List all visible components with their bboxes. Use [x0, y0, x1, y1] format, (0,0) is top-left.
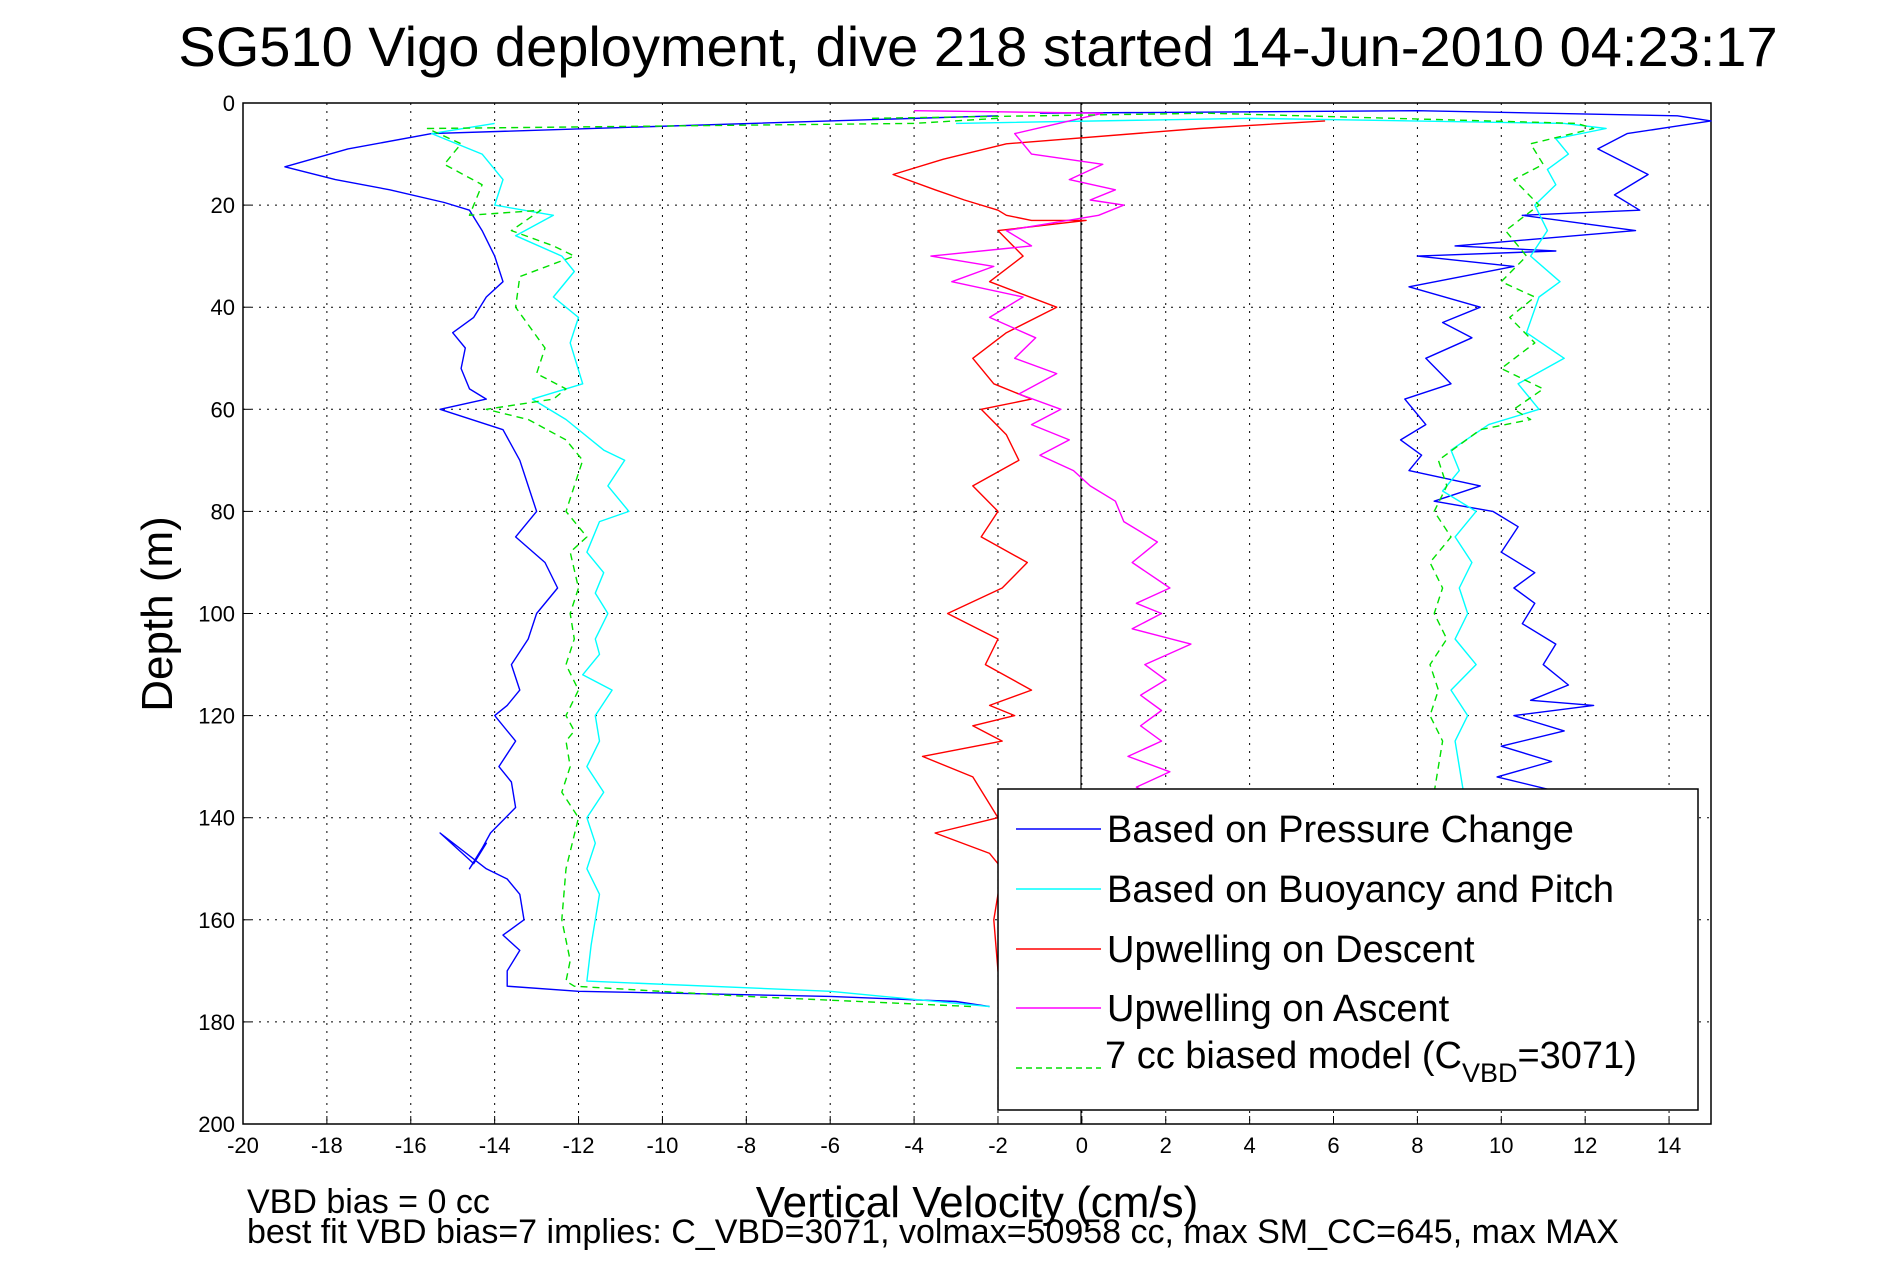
series-line-6 — [426, 117, 999, 1008]
x-tick-label: 10 — [1489, 1133, 1513, 1158]
x-tick-label: -6 — [820, 1133, 840, 1158]
x-tick-label: -14 — [479, 1133, 511, 1158]
series-line-3 — [955, 117, 1607, 793]
y-tick-label: 180 — [198, 1010, 235, 1035]
x-tick-label: -18 — [311, 1133, 343, 1158]
y-tick-label: 20 — [211, 193, 235, 218]
y-tick-label: 120 — [198, 704, 235, 729]
y-tick-label: 0 — [223, 91, 235, 116]
footer-vbd-bias: VBD bias = 0 cc — [247, 1183, 490, 1221]
footer-best-fit: best fit VBD bias=7 implies: C_VBD=3071,… — [247, 1213, 1619, 1251]
x-tick-label: -10 — [647, 1133, 679, 1158]
y-tick-label: 160 — [198, 908, 235, 933]
series-line-4 — [892, 120, 1326, 997]
x-tick-label: -12 — [563, 1133, 595, 1158]
x-tick-label: 6 — [1327, 1133, 1339, 1158]
legend-label-buoyancy: Based on Buoyancy and Pitch — [1107, 869, 1614, 911]
x-tick-label: -20 — [227, 1133, 259, 1158]
series-line-2 — [431, 122, 990, 1008]
legend-label-pressure: Based on Pressure Change — [1107, 809, 1574, 851]
legend-label-model: 7 cc biased model (CVBD=3071) — [1105, 1035, 1637, 1088]
legend-model-prefix: 7 cc biased model (C — [1105, 1035, 1462, 1077]
series-line-1 — [1039, 110, 1712, 804]
y-axis-label: Depth (m) — [133, 516, 182, 712]
x-tick-label: 4 — [1244, 1133, 1256, 1158]
series-group — [284, 110, 1712, 1008]
y-tick-label: 140 — [198, 806, 235, 831]
x-tick-label: 14 — [1657, 1133, 1681, 1158]
legend-label-ascent: Upwelling on Ascent — [1107, 988, 1450, 1030]
chart-title: SG510 Vigo deployment, dive 218 started … — [178, 15, 1777, 78]
x-axis-label: Vertical Velocity (cm/s) — [756, 1178, 1199, 1227]
ticks: -20 -18 -16 -14 -12 -10 -8 -6 -4 -2 0 2 4 6 8 10 12 14020… — [198, 91, 1681, 1158]
y-tick-label: 80 — [211, 499, 235, 524]
x-tick-label: -2 — [988, 1133, 1008, 1158]
x-tick-label: 2 — [1160, 1133, 1172, 1158]
series-line-5 — [914, 110, 1192, 849]
legend-model-subscript: VBD — [1462, 1058, 1518, 1088]
legend-model-suffix: =3071) — [1517, 1035, 1636, 1077]
x-tick-label: -8 — [737, 1133, 757, 1158]
x-tick-label: 12 — [1573, 1133, 1597, 1158]
y-tick-label: 40 — [211, 295, 235, 320]
x-tick-label: -16 — [395, 1133, 427, 1158]
legend: Based on Pressure Change Based on Buoyan… — [997, 788, 1699, 1111]
x-tick-label: 8 — [1411, 1133, 1423, 1158]
legend-label-descent: Upwelling on Descent — [1107, 929, 1475, 971]
series-line-0 — [284, 115, 999, 1008]
legend-box — [997, 788, 1699, 1111]
x-tick-label: -4 — [904, 1133, 924, 1158]
x-tick-label: 0 — [1076, 1133, 1088, 1158]
y-tick-label: 200 — [198, 1112, 235, 1137]
series-line-7 — [872, 112, 1595, 793]
y-tick-label: 60 — [211, 397, 235, 422]
y-tick-label: 100 — [198, 602, 235, 627]
